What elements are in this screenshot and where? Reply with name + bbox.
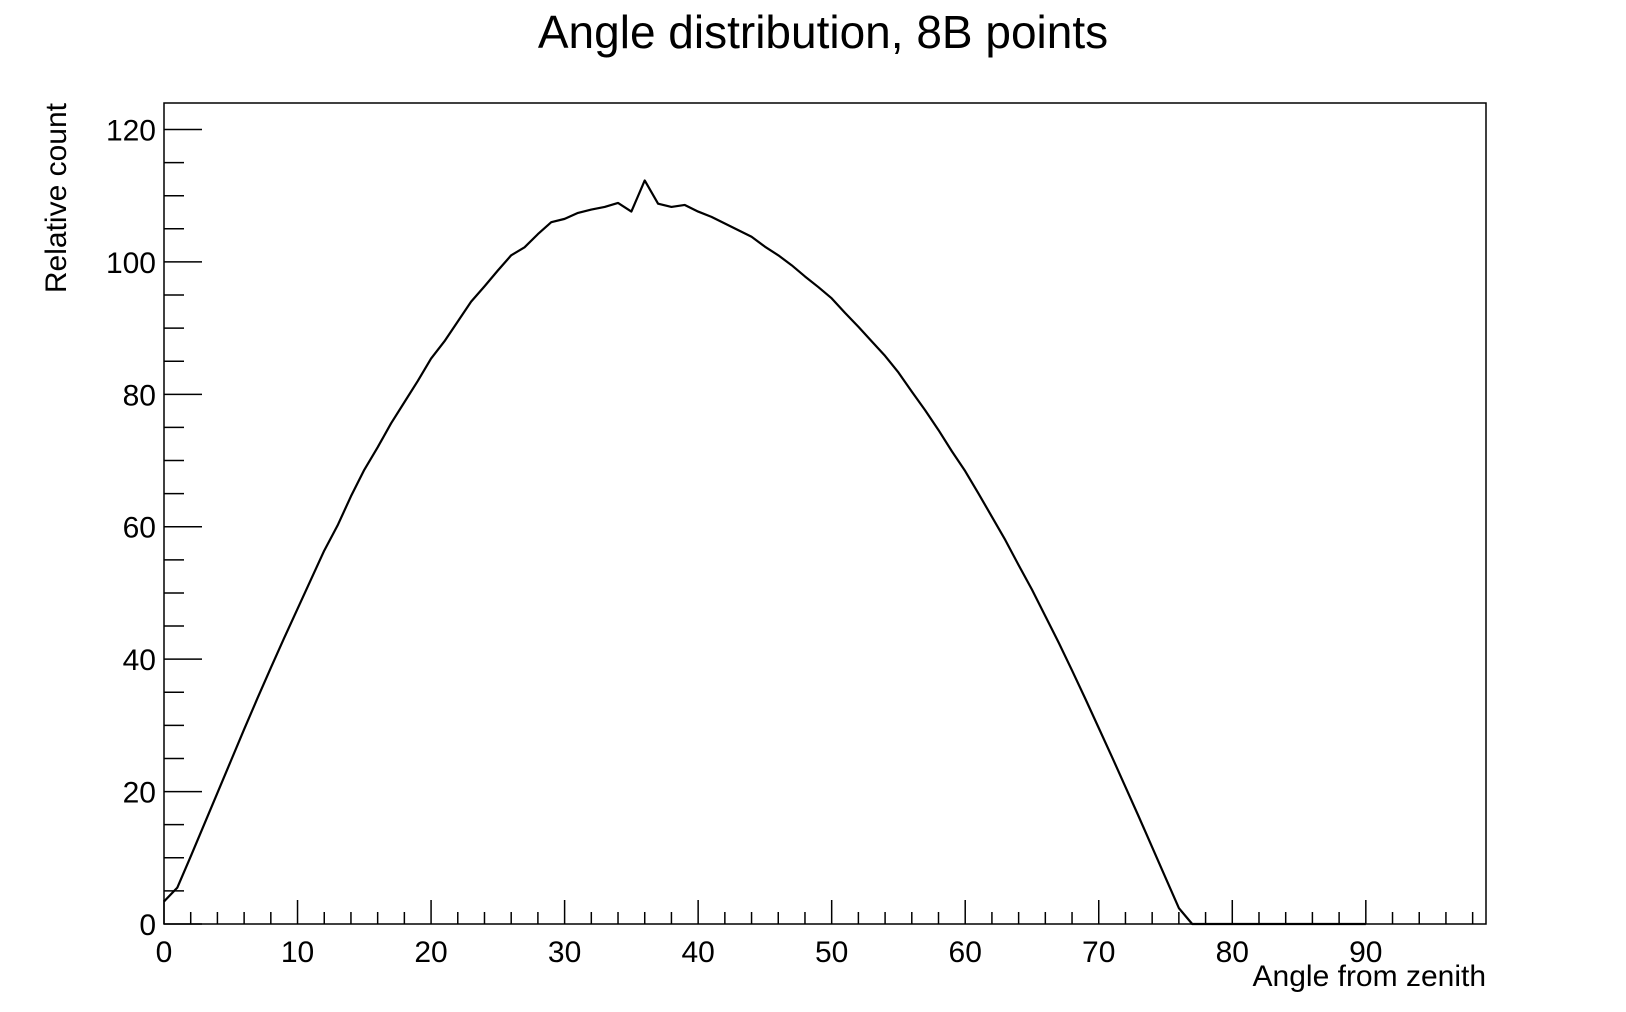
x-tick-label: 30 <box>548 936 581 969</box>
y-tick-label: 80 <box>123 379 156 412</box>
y-tick-label: 20 <box>123 777 156 810</box>
x-tick-label: 50 <box>815 936 848 969</box>
chart-title: Angle distribution, 8B points <box>538 6 1108 58</box>
plot-frame <box>163 102 1487 925</box>
y-tick-label: 60 <box>123 512 156 545</box>
y-tick-label: 100 <box>106 247 156 280</box>
x-tick-label: 90 <box>1349 936 1382 969</box>
y-axis-ticks <box>164 128 202 925</box>
y-axis-label: Relative count <box>40 102 73 293</box>
x-tick-label: 40 <box>681 936 714 969</box>
x-tick-label: 20 <box>414 936 447 969</box>
y-tick-label: 40 <box>123 644 156 677</box>
x-tick-label: 80 <box>1216 936 1249 969</box>
x-axis-label: Angle from zenith <box>1253 960 1486 993</box>
x-tick-label: 60 <box>949 936 982 969</box>
x-axis-tick-labels: 0 10 20 30 40 50 60 70 80 90 <box>156 936 1383 969</box>
x-axis-ticks <box>163 900 1474 924</box>
y-tick-label: 0 <box>139 909 156 942</box>
y-tick-label: 120 <box>106 114 156 147</box>
series-line <box>163 179 1366 926</box>
y-axis-tick-labels: 0 20 40 60 80 100 120 <box>106 114 156 942</box>
x-tick-label: 70 <box>1082 936 1115 969</box>
x-tick-label: 10 <box>281 936 314 969</box>
x-tick-label: 0 <box>156 936 173 969</box>
